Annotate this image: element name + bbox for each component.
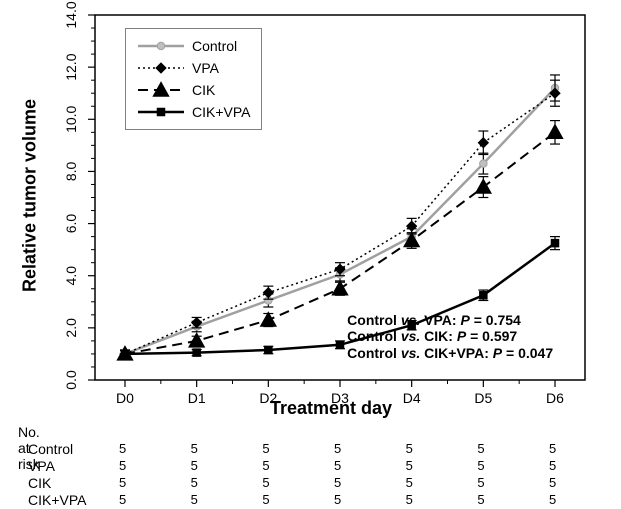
risk-cell: 5 <box>262 458 269 473</box>
risk-row-label: CIK <box>28 475 51 491</box>
risk-cell: 5 <box>191 441 198 456</box>
svg-text:D3: D3 <box>331 390 349 406</box>
svg-text:8.0: 8.0 <box>63 161 79 181</box>
risk-cell: 5 <box>334 458 341 473</box>
annotation-2: Control vs. CIK+VPA: P = 0.047 <box>347 345 553 361</box>
risk-cell: 5 <box>549 492 556 507</box>
risk-cell: 5 <box>477 441 484 456</box>
risk-cell: 5 <box>334 492 341 507</box>
risk-cell: 5 <box>549 441 556 456</box>
svg-text:D4: D4 <box>403 390 421 406</box>
legend-item-vpa: VPA <box>136 57 251 79</box>
legend-item-cik: CIK <box>136 79 251 101</box>
annotation-0: Control vs. VPA: P = 0.754 <box>347 312 521 328</box>
legend: Control VPA CIK CIK+VPA <box>125 28 262 130</box>
svg-text:D5: D5 <box>474 390 492 406</box>
risk-cell: 5 <box>549 475 556 490</box>
svg-text:D2: D2 <box>259 390 277 406</box>
risk-cell: 5 <box>119 492 126 507</box>
risk-cell: 5 <box>191 458 198 473</box>
annotation-1: Control vs. CIK: P = 0.597 <box>347 328 517 344</box>
svg-text:12.0: 12.0 <box>63 53 79 80</box>
risk-cell: 5 <box>406 458 413 473</box>
risk-row-label: Control <box>28 441 73 457</box>
svg-text:D1: D1 <box>188 390 206 406</box>
risk-cell: 5 <box>119 441 126 456</box>
risk-cell: 5 <box>262 475 269 490</box>
risk-cell: 5 <box>119 458 126 473</box>
svg-text:D6: D6 <box>546 390 564 406</box>
svg-text:14.0: 14.0 <box>63 1 79 28</box>
legend-label: Control <box>192 38 237 54</box>
risk-cell: 5 <box>262 492 269 507</box>
risk-cell: 5 <box>119 475 126 490</box>
risk-cell: 5 <box>406 441 413 456</box>
legend-item-cikvpa: CIK+VPA <box>136 101 251 123</box>
svg-text:D0: D0 <box>116 390 134 406</box>
svg-text:0.0: 0.0 <box>63 370 79 390</box>
legend-item-control: Control <box>136 35 251 57</box>
risk-cell: 5 <box>549 458 556 473</box>
risk-cell: 5 <box>334 441 341 456</box>
risk-cell: 5 <box>406 492 413 507</box>
svg-text:10.0: 10.0 <box>63 105 79 132</box>
legend-label: VPA <box>192 60 219 76</box>
legend-label: CIK <box>192 82 215 98</box>
risk-cell: 5 <box>406 475 413 490</box>
risk-cell: 5 <box>477 492 484 507</box>
risk-cell: 5 <box>477 475 484 490</box>
risk-cell: 5 <box>262 441 269 456</box>
figure: Relative tumor volume Treatment day 0.02… <box>0 0 621 509</box>
risk-cell: 5 <box>477 458 484 473</box>
risk-row-label: VPA <box>28 458 55 474</box>
legend-label: CIK+VPA <box>192 104 251 120</box>
risk-row-label: CIK+VPA <box>28 492 87 508</box>
risk-cell: 5 <box>191 492 198 507</box>
risk-cell: 5 <box>191 475 198 490</box>
svg-text:2.0: 2.0 <box>63 318 79 338</box>
risk-cell: 5 <box>334 475 341 490</box>
svg-text:6.0: 6.0 <box>63 214 79 234</box>
svg-text:4.0: 4.0 <box>63 266 79 286</box>
